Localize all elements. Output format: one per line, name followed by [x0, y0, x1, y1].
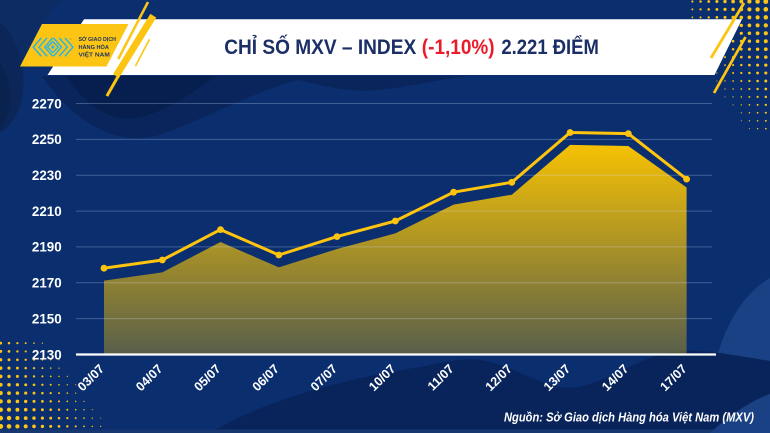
svg-text:2.221 ĐIỂM: 2.221 ĐIỂM	[501, 34, 599, 59]
svg-text:2270: 2270	[32, 96, 62, 111]
svg-text:2190: 2190	[32, 240, 62, 255]
svg-text:HÀNG HÓA: HÀNG HÓA	[79, 43, 109, 51]
svg-text:Nguồn: Sở Giao dịch Hàng hóa V: Nguồn: Sở Giao dịch Hàng hóa Việt Nam (M…	[504, 411, 754, 425]
svg-text:CHỈ SỐ MXV – INDEX: CHỈ SỐ MXV – INDEX	[224, 33, 417, 59]
svg-text:2230: 2230	[32, 168, 62, 183]
svg-text:2130: 2130	[32, 347, 62, 362]
svg-text:2150: 2150	[32, 311, 62, 326]
svg-text:2210: 2210	[32, 204, 62, 219]
svg-text:™: ™	[69, 38, 73, 42]
svg-text:(-1,10%): (-1,10%)	[422, 35, 495, 59]
svg-text:VIỆT NAM: VIỆT NAM	[79, 51, 111, 59]
svg-text:2170: 2170	[32, 276, 62, 291]
svg-text:2250: 2250	[32, 132, 62, 147]
svg-text:SỞ GIAO DỊCH: SỞ GIAO DỊCH	[79, 36, 117, 43]
